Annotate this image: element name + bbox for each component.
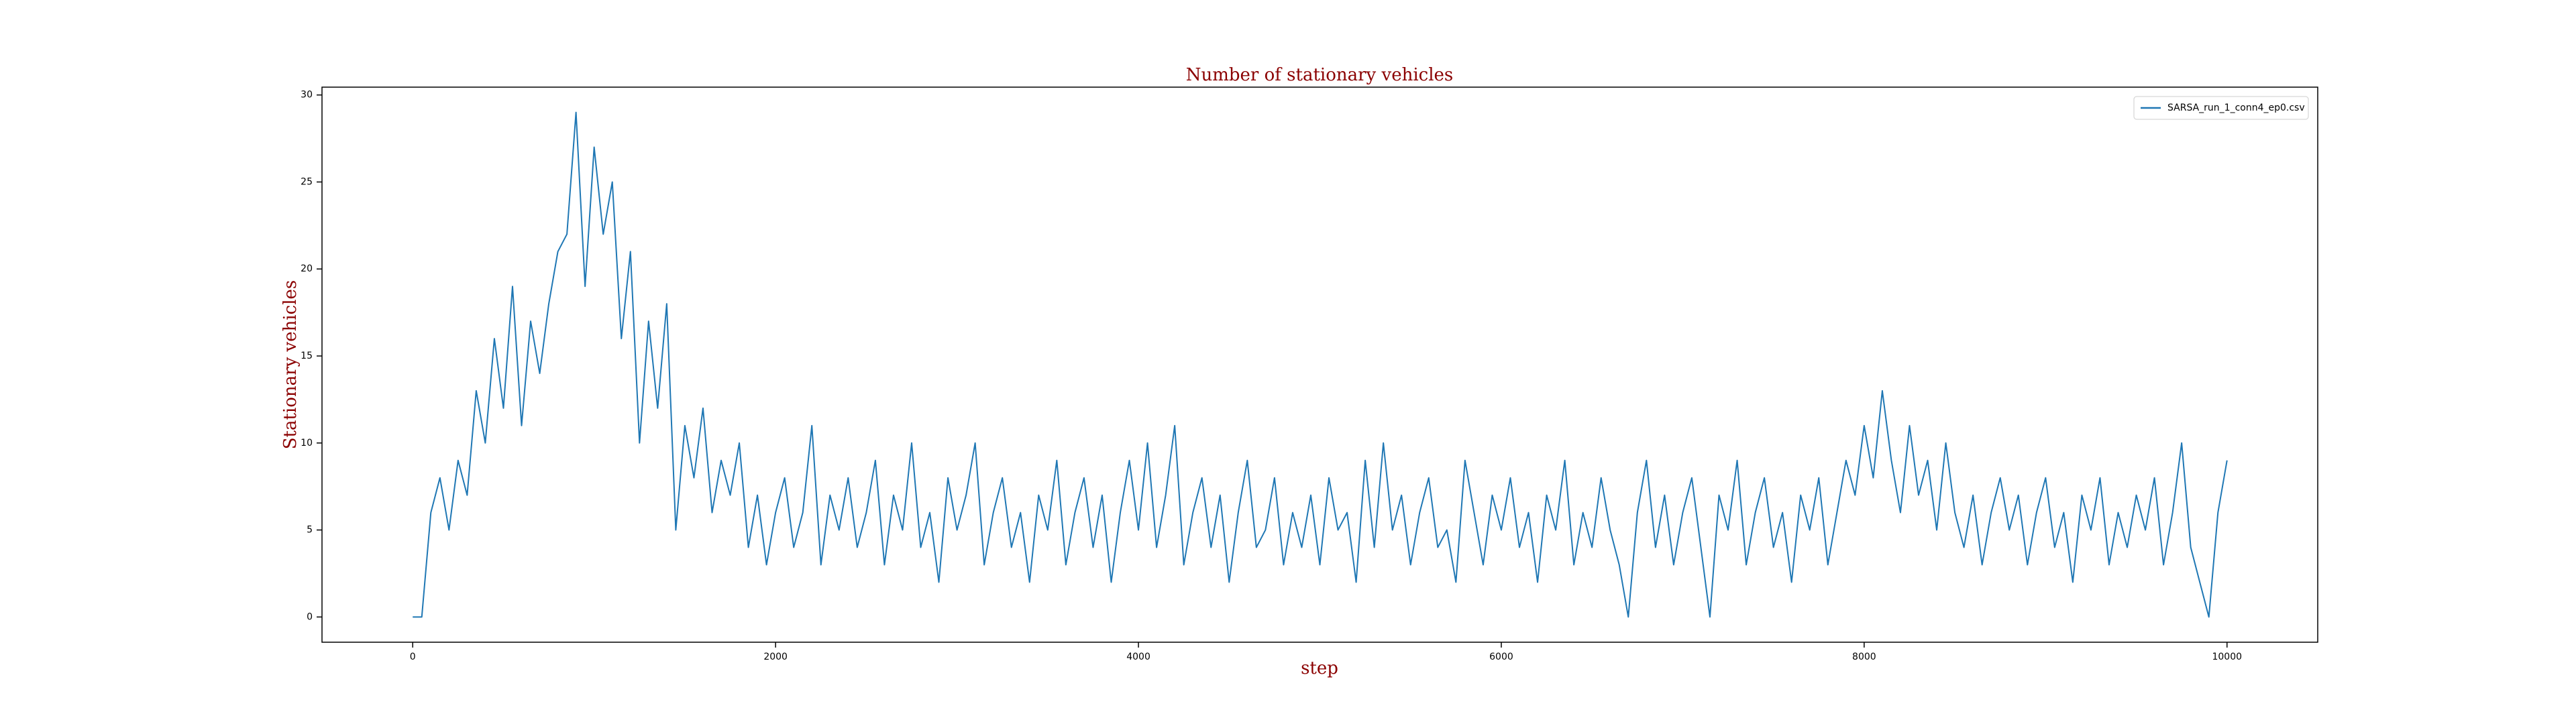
y-tick-label: 15 [301,351,313,361]
y-tick-label: 20 [301,263,313,274]
y-tick-label: 0 [307,611,313,622]
x-axis-label: step [1301,658,1338,678]
legend-label: SARSA_run_1_conn4_ep0.csv [2167,103,2305,113]
x-tick-label: 0 [410,652,416,662]
data-line [413,111,2228,618]
legend: SARSA_run_1_conn4_ep0.csv [2133,96,2309,120]
x-tick-label: 4000 [1126,652,1150,662]
legend-box [2133,96,2309,120]
x-tick-label: 10000 [2212,652,2242,662]
x-tick-label: 6000 [1489,652,1513,662]
y-tick-label: 30 [301,90,313,101]
y-tick-label: 25 [301,176,313,187]
y-tick-label: 5 [307,525,313,536]
x-tick-label: 8000 [1852,652,1876,662]
y-tick-label: 10 [301,438,313,448]
x-tick-label: 2000 [763,652,788,662]
chart-title: Number of stationary vehicles [1186,65,1454,85]
y-axis-label: Stationary vehicles [280,280,301,450]
axes-frame [321,86,2318,643]
